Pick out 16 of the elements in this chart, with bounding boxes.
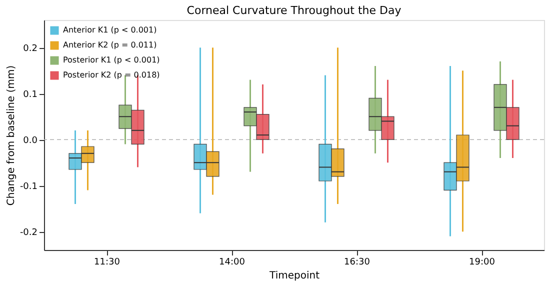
y-tick-label: 0.1 [23, 90, 38, 100]
legend-label: Anterior K2 (p = 0.011) [63, 40, 157, 50]
x-tick-label: 19:00 [469, 258, 496, 268]
legend-label: Anterior K1 (p < 0.001) [63, 26, 157, 34]
y-tick-label: -0.1 [20, 182, 38, 192]
x-tick-label: 14:00 [219, 258, 246, 268]
x-tick-label: 16:30 [344, 258, 370, 268]
y-tick-label: 0.2 [23, 44, 38, 54]
legend-label: Posterior K2 (p = 0.018) [63, 70, 160, 80]
y-axis-title: Change from baseline (mm) [6, 65, 17, 206]
y-tick-label: -0.2 [20, 228, 38, 238]
x-tick-label: 11:30 [94, 258, 120, 268]
legend-label: Posterior K1 (p < 0.001) [63, 56, 160, 64]
chart-title: Corneal Curvature Throughout the Day [186, 4, 402, 17]
y-tick-label: 0.0 [23, 136, 38, 146]
x-axis-title: Timepoint [268, 270, 320, 282]
